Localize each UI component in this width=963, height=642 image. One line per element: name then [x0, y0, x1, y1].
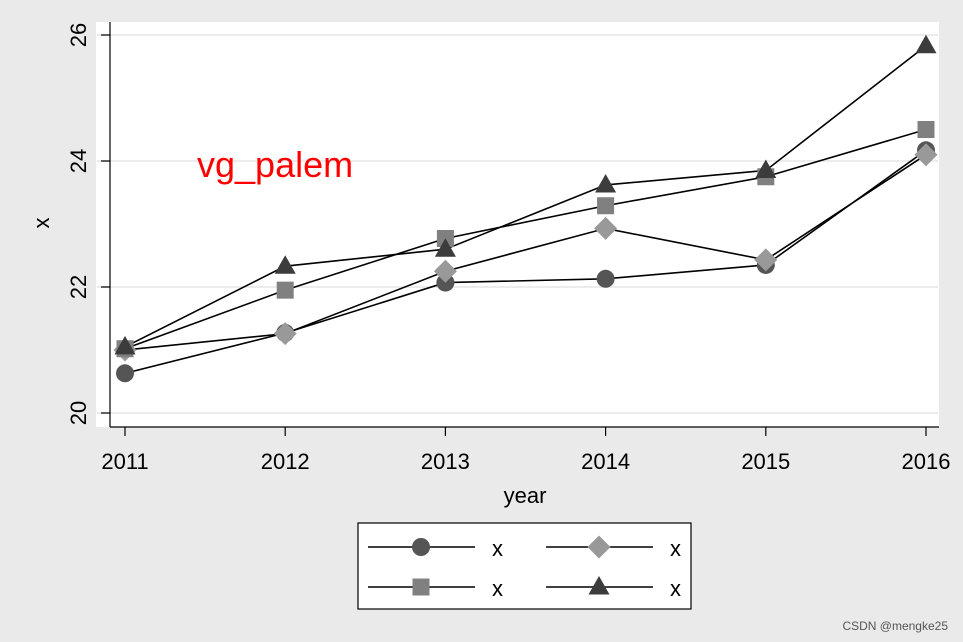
y-axis-title: x: [29, 218, 54, 229]
data-point-circle: [596, 269, 615, 288]
data-point-square: [597, 197, 615, 215]
series-line-circle: [124, 149, 927, 375]
legend-label: x: [670, 536, 681, 561]
legend-key-circle: [412, 538, 430, 556]
y-tick-label: 24: [66, 149, 91, 173]
data-point-triangle: [755, 159, 777, 178]
legend-label: x: [492, 576, 503, 601]
series-line-triangle: [124, 45, 927, 348]
legend-key-triangle: [588, 576, 610, 595]
data-point-circle: [116, 364, 134, 383]
x-tick-label: 2011: [101, 449, 148, 474]
legend-box: [357, 522, 692, 610]
series-lines: [124, 45, 927, 375]
x-axis-title: year: [504, 483, 547, 508]
data-point-square: [276, 281, 294, 299]
series-line-square: [124, 128, 927, 350]
data-point-diamond: [273, 322, 297, 346]
legend-label: x: [670, 576, 681, 601]
axes: 20 22 24 26 2011 2012 2013 2014 2015 2016: [66, 22, 950, 474]
x-tick-label: 2012: [261, 449, 310, 474]
gridlines: [97, 34, 938, 414]
data-point-triangle: [595, 173, 617, 193]
data-point-triangle: [114, 335, 136, 355]
legend: x xx x: [357, 522, 692, 610]
y-tick-label: 20: [66, 401, 91, 425]
x-tick-label: 2014: [581, 449, 630, 474]
series-markers: [113, 34, 938, 383]
x-tick-label: 2016: [902, 449, 951, 474]
watermark: CSDN @mengke25: [842, 619, 948, 633]
data-point-triangle: [915, 34, 937, 54]
data-point-diamond: [594, 216, 618, 240]
annotation-text: vg_palem: [197, 144, 353, 185]
legend-key-diamond: [587, 535, 611, 559]
legend-key-square: [412, 578, 430, 596]
x-tick-label: 2013: [421, 449, 470, 474]
x-tick-label: 2015: [741, 449, 790, 474]
data-point-diamond: [914, 143, 938, 167]
data-point-triangle: [434, 238, 456, 257]
legend-label: x: [492, 536, 503, 561]
y-tick-label: 26: [66, 23, 91, 47]
data-point-triangle: [274, 255, 296, 274]
data-point-diamond: [754, 248, 778, 272]
data-point-square: [917, 121, 935, 138]
data-point-diamond: [433, 259, 457, 283]
series-line-diamond: [124, 154, 927, 351]
y-tick-label: 22: [66, 275, 91, 299]
